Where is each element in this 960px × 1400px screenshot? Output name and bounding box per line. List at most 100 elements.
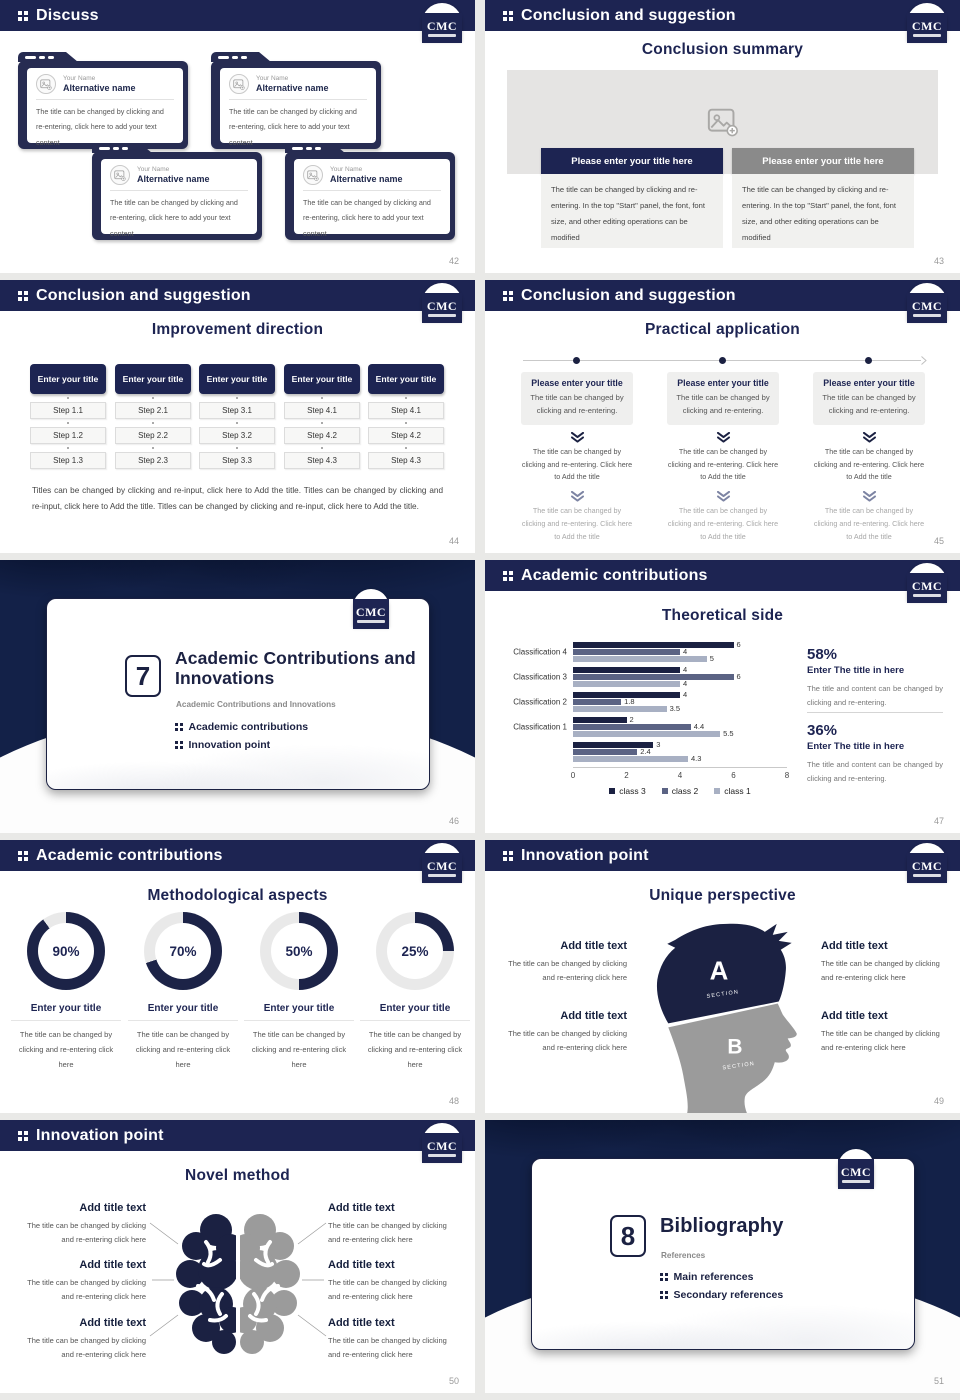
cmc-logo: CMC (422, 283, 462, 327)
image-placeholder-icon (303, 165, 323, 185)
logo-caption-bar (428, 873, 456, 877)
legend-item: class 3 (609, 786, 646, 796)
page-number: 46 (448, 816, 459, 826)
text-block: Add title text The title can be changed … (16, 1317, 146, 1363)
step-column: Enter your title Step 1.1 Step 1.2 Step … (30, 364, 106, 469)
stat-block: 58% Enter The title in here The title an… (807, 646, 943, 711)
bar-value-label: 4 (683, 665, 688, 674)
step-box: Step 4.2 (368, 427, 444, 444)
cmc-logo: CMC (422, 1123, 462, 1167)
double-chevron-down-icon (862, 491, 877, 502)
slide-51-section-8[interactable]: CMC 8 Bibliography References Main refer… (485, 1120, 960, 1393)
section-bullet: Innovation point (175, 739, 270, 751)
step-column: Enter your title Step 4.1 Step 4.2 Step … (368, 364, 444, 469)
slide-43-conclusion-summary[interactable]: Conclusion and suggestion CMC Conclusion… (485, 0, 960, 273)
bar-category-label: Classification 4 (513, 647, 567, 657)
slide-header-title: Conclusion and suggestion (521, 6, 736, 24)
section-card: CMC 7 Academic Contributions and Innovat… (46, 589, 430, 790)
legend-label: class 2 (671, 786, 699, 796)
card-title: Alternative name (256, 83, 329, 93)
block-title: Add title text (328, 1259, 395, 1271)
folder-tab (18, 52, 78, 62)
cmc-logo: CMC (353, 589, 389, 633)
bar: 4 (573, 665, 787, 674)
process-step-text: The title can be changed by clicking and… (667, 446, 779, 482)
slide-header-bar: Innovation point (485, 840, 960, 871)
logo-text: CMC (840, 1164, 872, 1179)
x-axis-tick: 8 (784, 771, 790, 780)
image-placeholder-icon (229, 74, 249, 94)
wave-texture (47, 709, 429, 789)
block-title: Add title text (821, 940, 888, 952)
image-placeholder-icon (707, 107, 739, 137)
slide-title: Unique perspective (649, 887, 796, 904)
bar-value-label: 3 (656, 740, 661, 749)
logo-caption-bar (357, 619, 385, 623)
stat-body: The title and content can be changed by … (807, 760, 943, 784)
bar: 2 (573, 716, 787, 724)
column-title: Enter your title (284, 364, 360, 394)
bar: 4.3 (573, 755, 787, 763)
card-title: Alternative name (63, 83, 136, 93)
donut-percentage: 90% (52, 943, 80, 959)
x-axis-tick: 2 (624, 771, 629, 780)
process-column: Please enter your title The title can be… (813, 372, 925, 544)
step-box: Step 1.1 (30, 402, 106, 419)
slide-49-unique-perspective[interactable]: Innovation point CMC Unique perspective … (485, 840, 960, 1113)
bar-fill (573, 731, 721, 737)
bar: 3.5 (573, 705, 787, 713)
logo-text: CMC (911, 298, 943, 313)
grid-dots-icon (660, 1273, 668, 1281)
slide-46-section-7[interactable]: CMC 7 Academic Contributions and Innovat… (0, 560, 475, 833)
footer-text: Titles can be changed by clicking and re… (32, 486, 443, 512)
column-title: Enter your title (368, 364, 444, 394)
slide-header-bar: Conclusion and suggestion (485, 0, 960, 31)
bar-fill (573, 692, 680, 698)
donut-gauge: 90% (27, 912, 105, 990)
grid-dots-icon (660, 1291, 668, 1299)
double-chevron-down-icon (570, 432, 585, 443)
cmc-logo: CMC (907, 843, 947, 887)
logo-text: CMC (911, 858, 943, 873)
process-step-text: The title can be changed by clicking and… (521, 446, 633, 482)
slide-50-novel-method[interactable]: Innovation point CMC Novel method (0, 1120, 475, 1393)
slide-47-theoretical-side[interactable]: Academic contributions CMC Theoretical s… (485, 560, 960, 833)
block-body: The title can be changed by clicking and… (27, 1336, 146, 1360)
stat-block: 36% Enter The title in here The title an… (807, 722, 943, 787)
text-block: Add title text The title can be changed … (499, 1010, 627, 1056)
section-bullet: Academic contributions (175, 721, 308, 733)
slide-48-methodological-aspects[interactable]: Academic contributions CMC Methodologica… (0, 840, 475, 1113)
process-title: Please enter your title (531, 378, 623, 388)
slide-42-discuss[interactable]: Discuss CMC Your Name Alternative name T… (0, 0, 475, 273)
bar-fill (573, 742, 654, 748)
section-number: 8 (610, 1215, 646, 1257)
block-body: The title can be changed by clicking and… (821, 959, 940, 983)
slide-44-improvement-direction[interactable]: Conclusion and suggestion CMC Improvemen… (0, 280, 475, 553)
bar-fill (573, 724, 691, 730)
folder-card: Your Name Alternative name The title can… (18, 52, 188, 149)
slide-45-practical-application[interactable]: Conclusion and suggestion CMC Practical … (485, 280, 960, 553)
double-chevron-down-icon (862, 432, 877, 443)
cmc-logo: CMC (838, 1149, 874, 1193)
card-body-text: The title can be changed by clicking and… (229, 107, 357, 147)
body-text: The title can be changed by clicking and… (732, 174, 914, 248)
step-box: Step 3.2 (199, 427, 275, 444)
arrow-right-icon (921, 356, 927, 365)
bar-fill (573, 674, 734, 680)
bar-group: 3 2.4 4.3 (507, 740, 787, 763)
card-name-label: Your Name (63, 75, 96, 82)
block-title: Add title text (821, 1010, 888, 1022)
logo-text: CMC (426, 298, 458, 313)
summary-column: Please enter your title here The title c… (732, 148, 914, 248)
card-title: Alternative name (137, 174, 210, 184)
bar-fill (573, 749, 638, 755)
cmc-logo: CMC (907, 563, 947, 607)
step-box: Step 4.1 (368, 402, 444, 419)
bar-value-label: 6 (736, 640, 741, 649)
card-name-label: Your Name (256, 75, 289, 82)
bar-fill (573, 667, 680, 673)
divider (36, 99, 174, 100)
column-title: Enter your title (199, 364, 275, 394)
slide-header-title: Conclusion and suggestion (521, 286, 736, 304)
